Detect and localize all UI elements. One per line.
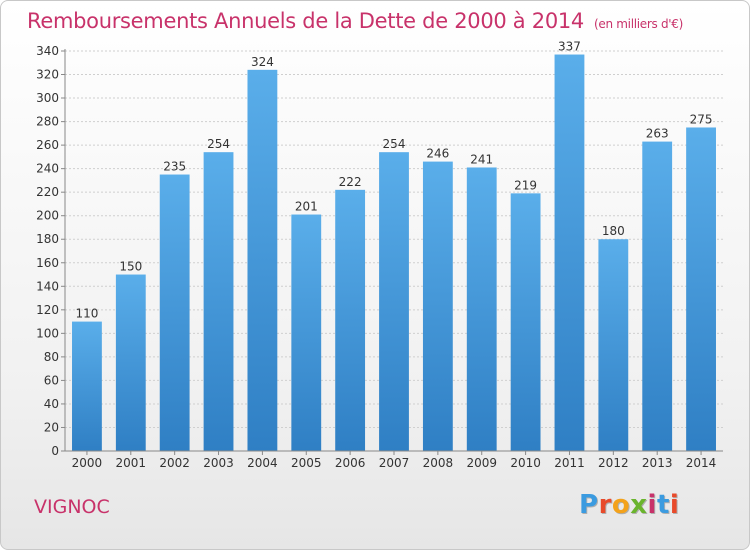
- x-tick-label: 2012: [598, 456, 629, 470]
- x-tick-label: 2008: [423, 456, 454, 470]
- title-text: Remboursements Annuels de la Dette de 20…: [27, 9, 584, 33]
- y-tick-label: 20: [44, 420, 59, 434]
- y-axis: 0 20 40 60 80 100 120 140 160 180 200 220 240 260 280 3…: [36, 44, 66, 458]
- y-tick-label: 120: [36, 303, 59, 317]
- bar-2010[interactable]: [510, 193, 541, 451]
- y-tick-label: 80: [44, 350, 59, 364]
- data-label: 254: [383, 137, 406, 151]
- y-tick-label: 180: [36, 232, 59, 246]
- y-tick-label: 140: [36, 279, 59, 293]
- data-label: 219: [514, 178, 537, 192]
- data-label: 110: [75, 307, 98, 321]
- y-tick-label: 320: [36, 68, 59, 82]
- y-tick-label: 160: [36, 256, 59, 270]
- commune-name: VIGNOC: [34, 496, 110, 518]
- data-label: 275: [690, 112, 713, 126]
- x-tick-label: 2009: [466, 456, 497, 470]
- logo-letter: x: [630, 490, 648, 520]
- bar-2011[interactable]: [554, 54, 585, 451]
- data-label: 337: [558, 40, 581, 54]
- unit-label: (en milliers d'€): [594, 17, 684, 31]
- data-label: 222: [339, 175, 362, 189]
- bar-2013[interactable]: [642, 141, 673, 451]
- bar-2009[interactable]: [466, 167, 497, 451]
- x-axis: 2000 2001 2002 2003 2004 2005 2006 2007 2008 2009…: [65, 450, 723, 470]
- logo-letter: r: [598, 490, 612, 520]
- data-label: 201: [295, 200, 318, 214]
- bar-2000[interactable]: [72, 321, 102, 451]
- y-tick-label: 200: [36, 209, 59, 223]
- y-tick-label: 60: [44, 373, 59, 387]
- x-tick-label: 2001: [116, 456, 147, 470]
- logo-letter: t: [656, 490, 670, 520]
- y-tick-label: 300: [36, 91, 59, 105]
- y-tick-label: 240: [36, 162, 59, 176]
- y-tick-label: 220: [36, 185, 59, 199]
- x-tick-label: 2003: [203, 456, 234, 470]
- logo-letter: o: [611, 490, 631, 520]
- bar-2002[interactable]: [159, 174, 190, 451]
- bar-2006[interactable]: [335, 189, 366, 451]
- x-tick-label: 2002: [159, 456, 190, 470]
- data-label: 241: [470, 152, 493, 166]
- bars: 110 150 235 254 324 201 222 254 246 241 219 337 180 2…: [72, 40, 716, 452]
- y-tick-label: 0: [51, 444, 59, 458]
- logo-letter: P: [579, 490, 599, 520]
- bar-2007[interactable]: [379, 152, 409, 452]
- data-label: 324: [251, 55, 274, 69]
- x-tick-label: 2006: [335, 456, 366, 470]
- data-label: 246: [426, 147, 449, 161]
- x-tick-label: 2011: [554, 456, 585, 470]
- bar-2003[interactable]: [203, 152, 234, 452]
- bar-2012[interactable]: [598, 239, 629, 451]
- y-tick-label: 340: [36, 44, 59, 58]
- y-tick-label: 40: [44, 397, 59, 411]
- data-label: 254: [207, 137, 230, 151]
- bar-2005[interactable]: [291, 214, 322, 451]
- data-label: 235: [163, 160, 186, 174]
- x-tick-label: 2014: [686, 456, 717, 470]
- logo-letter: i: [669, 490, 680, 520]
- x-tick-label: 2013: [642, 456, 673, 470]
- bar-2001[interactable]: [115, 274, 146, 451]
- x-tick-label: 2005: [291, 456, 322, 470]
- y-tick-label: 260: [36, 138, 59, 152]
- y-tick-label: 280: [36, 115, 59, 129]
- proxiti-logo[interactable]: Proxiti: [579, 490, 679, 520]
- data-label: 180: [602, 224, 625, 238]
- data-label: 150: [119, 260, 142, 274]
- x-tick-label: 2007: [379, 456, 410, 470]
- logo-letter: i: [647, 490, 657, 520]
- x-tick-label: 2000: [72, 456, 103, 470]
- chart-title: Remboursements Annuels de la Dette de 20…: [27, 9, 683, 33]
- bar-2004[interactable]: [247, 69, 278, 451]
- data-label: 263: [646, 127, 669, 141]
- x-tick-label: 2010: [510, 456, 541, 470]
- bar-2014[interactable]: [686, 127, 716, 452]
- x-tick-label: 2004: [247, 456, 278, 470]
- y-tick-label: 100: [36, 326, 59, 340]
- bar-2008[interactable]: [422, 161, 453, 451]
